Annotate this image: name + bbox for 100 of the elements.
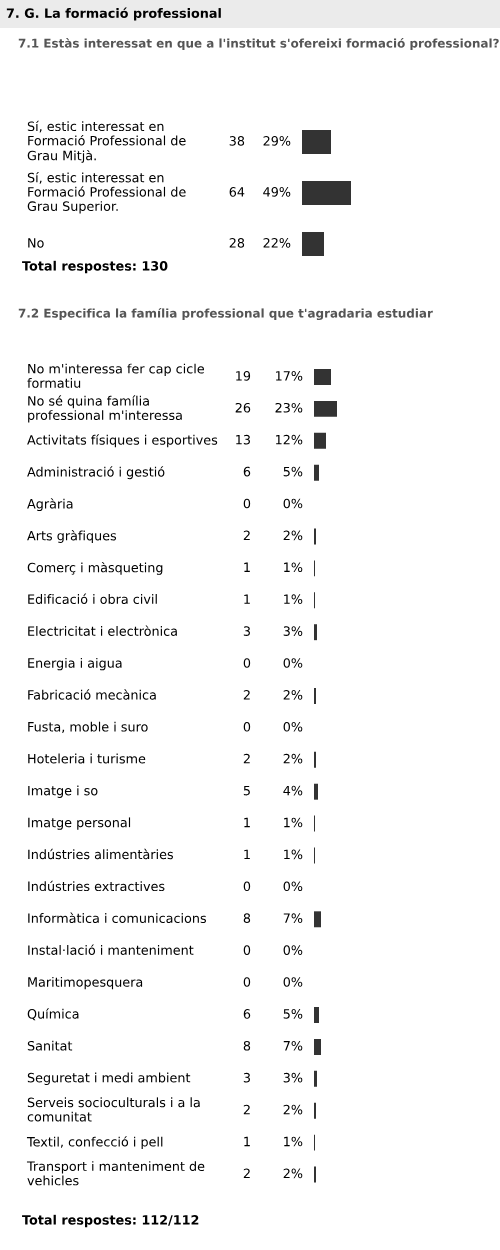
text: 1 xyxy=(244,849,250,860)
text: 2 xyxy=(243,753,250,764)
text: 8 xyxy=(243,1040,251,1051)
y-tick-label: Indústries extractives xyxy=(28,880,165,892)
text: 2 xyxy=(243,1104,250,1115)
data-label: 3% xyxy=(283,1072,303,1083)
y-tick-label: Sí, estic interessat en Formació Professional de Grau Mitjà. xyxy=(27,120,186,163)
bar xyxy=(314,911,321,928)
text: 0 xyxy=(243,945,251,955)
text: 6 xyxy=(243,1009,251,1019)
y-tick-label: Serveis socioculturals i a la comunitat xyxy=(27,1097,200,1122)
text: 3 xyxy=(243,1072,250,1083)
y-tick-label: Activitats físiques i esportives xyxy=(27,434,218,448)
text: Total respostes: 130 xyxy=(22,260,168,274)
y-tick-label: Sanitat xyxy=(27,1040,73,1051)
text: 2 xyxy=(243,690,250,700)
data-label: 23% xyxy=(275,402,303,413)
data-label: 2% xyxy=(283,753,303,764)
y-tick-label: Seguretat i medi ambient xyxy=(27,1072,191,1085)
data-label: 1% xyxy=(284,817,303,828)
y-tick-label: Fusta, moble i suro xyxy=(28,721,148,733)
bar xyxy=(314,1007,319,1023)
text: 26 xyxy=(235,402,251,413)
data-label: 17% xyxy=(276,371,303,381)
y-tick-label: Electricitat i electrònica xyxy=(28,625,177,636)
y-tick-label: Imatge personal xyxy=(28,817,131,830)
text: 28 xyxy=(229,238,245,248)
y-tick-label: No m'interessa fer cap cicle formatiu xyxy=(27,363,204,388)
data-label: 1% xyxy=(284,849,303,860)
data-label: 2% xyxy=(283,690,303,700)
chart-title: 7.2 Especifica la família professional que t'agradaria estudiar xyxy=(18,307,433,321)
text: 6 xyxy=(243,466,251,477)
y-tick-label: Transport i manteniment de vehicles xyxy=(26,1161,205,1186)
bar xyxy=(314,432,326,449)
text: 1 xyxy=(244,562,250,572)
text: 1 xyxy=(244,1136,250,1147)
data-label: 7% xyxy=(283,1040,303,1051)
text: Total respostes: 112/112 xyxy=(22,1214,199,1228)
data-label: 1% xyxy=(284,562,303,573)
data-label: 3% xyxy=(283,626,303,636)
bar xyxy=(314,464,319,481)
data-label: 1% xyxy=(284,1136,303,1147)
y-tick-label: Administració i gestió xyxy=(27,466,165,480)
data-label: 2% xyxy=(283,1168,303,1179)
y-tick-label: Sí, estic interessat en Formació Professional de Grau Superior. xyxy=(27,172,186,214)
text: 1 xyxy=(244,817,250,828)
y-tick-label: Imatge i so xyxy=(28,785,98,798)
data-label: 1% xyxy=(284,594,303,605)
y-tick-label: Fabricació mecànica xyxy=(28,689,156,700)
data-label: 7% xyxy=(283,913,303,924)
y-tick-label: Edificació i obra civil xyxy=(28,593,157,605)
data-label: 5% xyxy=(283,466,303,477)
bar xyxy=(314,624,317,641)
bar xyxy=(314,1070,317,1087)
data-label: 0% xyxy=(283,881,303,892)
text: 19 xyxy=(236,371,251,381)
data-label: 0% xyxy=(283,721,303,732)
text: 2 xyxy=(243,1168,250,1179)
text: 0 xyxy=(243,977,251,987)
text: 0 xyxy=(243,498,251,509)
y-tick-label: Agrària xyxy=(27,498,73,512)
y-tick-label: Textil, confecció i pell xyxy=(26,1136,163,1150)
y-tick-label: Comerç i màsqueting xyxy=(27,561,163,575)
bar xyxy=(314,400,337,417)
y-tick-label: Instal·lació i manteniment xyxy=(28,944,194,955)
data-label: 4% xyxy=(283,785,303,796)
bar xyxy=(314,369,331,385)
data-label: 0% xyxy=(283,977,303,987)
data-label: 2% xyxy=(283,530,303,541)
y-tick-label: Informàtica i comunicacions xyxy=(28,912,206,924)
text: 7. G. La formació professional xyxy=(6,7,221,21)
text: 8 xyxy=(243,913,251,924)
data-label: 0% xyxy=(283,658,303,668)
text: 0 xyxy=(243,658,251,668)
data-label: 49% xyxy=(263,187,291,197)
text: 38 xyxy=(229,136,245,146)
bar xyxy=(314,783,318,800)
y-tick-label: Química xyxy=(27,1008,79,1021)
chart-subtitle: 7.1 Estàs interessat en que a l'institut s'ofereixi formació professional? xyxy=(18,37,499,51)
bar xyxy=(314,1038,321,1055)
data-label: 29% xyxy=(263,136,291,146)
data-label: 2% xyxy=(283,1104,303,1115)
y-tick-label: Arts gràfiques xyxy=(27,530,117,543)
text: 3 xyxy=(243,626,250,636)
data-label: 5% xyxy=(283,1009,303,1019)
data-label: 0% xyxy=(283,498,303,509)
y-tick-label: Indústries alimentàries xyxy=(28,848,173,860)
data-label: 12% xyxy=(276,434,303,445)
y-tick-label: Hoteleria i turisme xyxy=(28,753,146,764)
text: 0 xyxy=(243,881,251,892)
y-tick-label: No sé quina família professional m'interessa xyxy=(28,395,182,423)
y-tick-label: Maritimopesquera xyxy=(28,976,143,990)
y-tick-label: No xyxy=(28,238,44,248)
y-tick-label: Energia i aigua xyxy=(28,657,122,671)
data-label: 22% xyxy=(263,238,291,248)
text: 5 xyxy=(243,785,250,796)
data-label: 0% xyxy=(283,945,303,955)
text: 64 xyxy=(229,187,245,197)
text: 0 xyxy=(243,721,251,732)
text: 13 xyxy=(236,434,250,445)
